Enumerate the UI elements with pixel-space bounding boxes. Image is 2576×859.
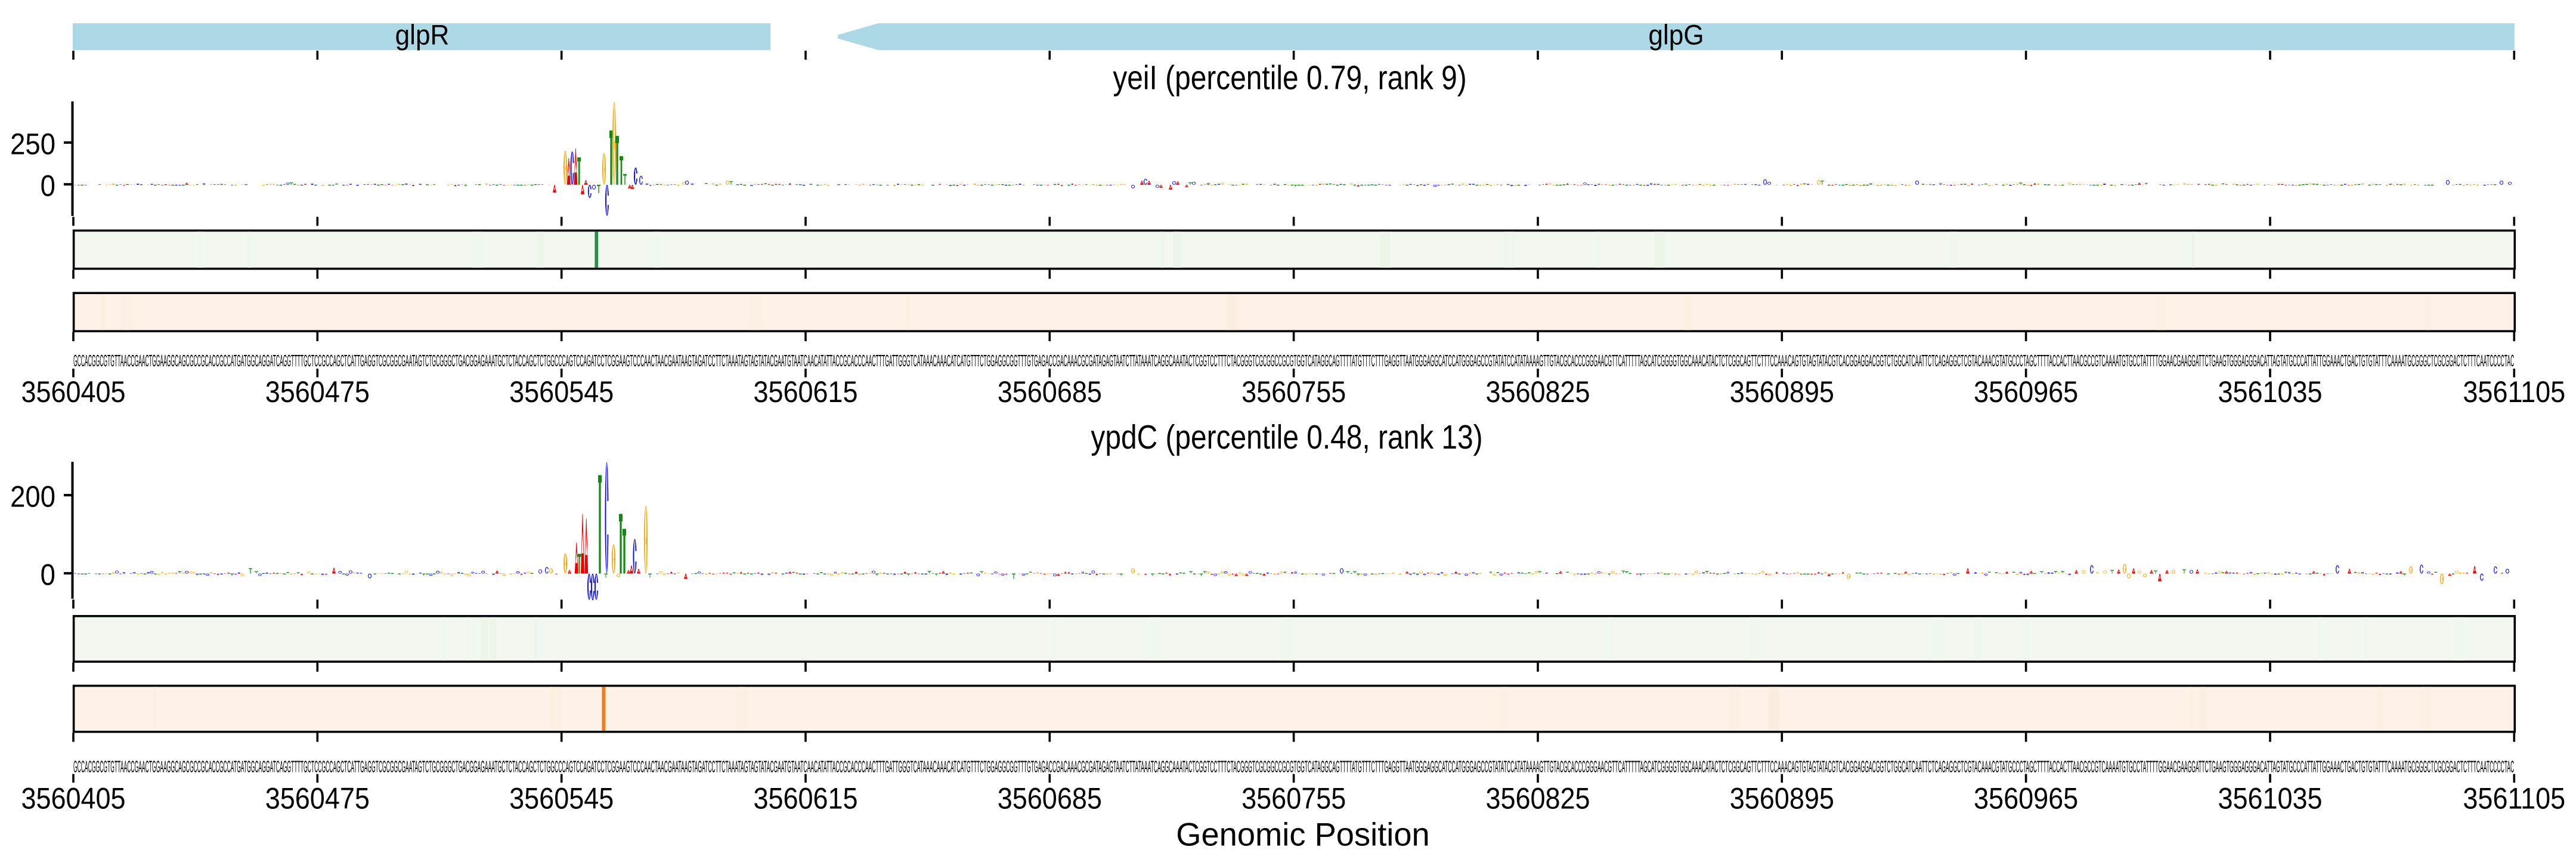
svg-text:glpR: glpR (395, 18, 450, 51)
svg-text:3560965: 3560965 (1974, 376, 2078, 409)
svg-text:3560895: 3560895 (1730, 376, 1834, 409)
svg-text:3560685: 3560685 (998, 376, 1102, 409)
svg-text:250: 250 (10, 128, 55, 161)
svg-text:glpG: glpG (1648, 18, 1704, 51)
svg-text:3560755: 3560755 (1241, 782, 1346, 815)
svg-text:3560405: 3560405 (21, 376, 125, 409)
svg-text:3560825: 3560825 (1485, 782, 1590, 815)
svg-text:3560615: 3560615 (753, 376, 857, 409)
svg-text:3560475: 3560475 (265, 782, 370, 815)
svg-text:0: 0 (41, 559, 55, 592)
svg-text:3561105: 3561105 (2463, 376, 2565, 409)
svg-text:yeiI (percentile 0.79, rank 9): yeiI (percentile 0.79, rank 9) (1113, 59, 1466, 97)
svg-text:ypdC (percentile 0.48, rank 13: ypdC (percentile 0.48, rank 13) (1091, 418, 1482, 456)
svg-text:3560615: 3560615 (753, 782, 857, 815)
svg-text:3560965: 3560965 (1974, 782, 2078, 815)
svg-text:3560825: 3560825 (1485, 376, 1590, 409)
svg-text:3560545: 3560545 (509, 782, 614, 815)
svg-text:Genomic Position: Genomic Position (1176, 817, 1430, 853)
svg-text:200: 200 (10, 481, 55, 514)
svg-text:3560545: 3560545 (509, 376, 614, 409)
svg-text:3560685: 3560685 (998, 782, 1102, 815)
svg-text:3561035: 3561035 (2218, 376, 2322, 409)
svg-text:3560895: 3560895 (1730, 782, 1834, 815)
svg-text:0: 0 (41, 170, 55, 203)
svg-text:GCCACGGCGTGTTAACCGAACTGGAAGGCA: GCCACGGCGTGTTAACCGAACTGGAAGGCAGCGCCGCACC… (73, 351, 2514, 370)
svg-text:3561035: 3561035 (2218, 782, 2322, 815)
svg-text:3560405: 3560405 (21, 782, 125, 815)
svg-text:GCCACGGCGTGTTAACCGAACTGGAAGGCA: GCCACGGCGTGTTAACCGAACTGGAAGGCAGCGCCGCACC… (73, 758, 2514, 776)
svg-text:3560475: 3560475 (265, 376, 370, 409)
svg-text:3560755: 3560755 (1241, 376, 1346, 409)
svg-text:3561105: 3561105 (2463, 782, 2565, 815)
